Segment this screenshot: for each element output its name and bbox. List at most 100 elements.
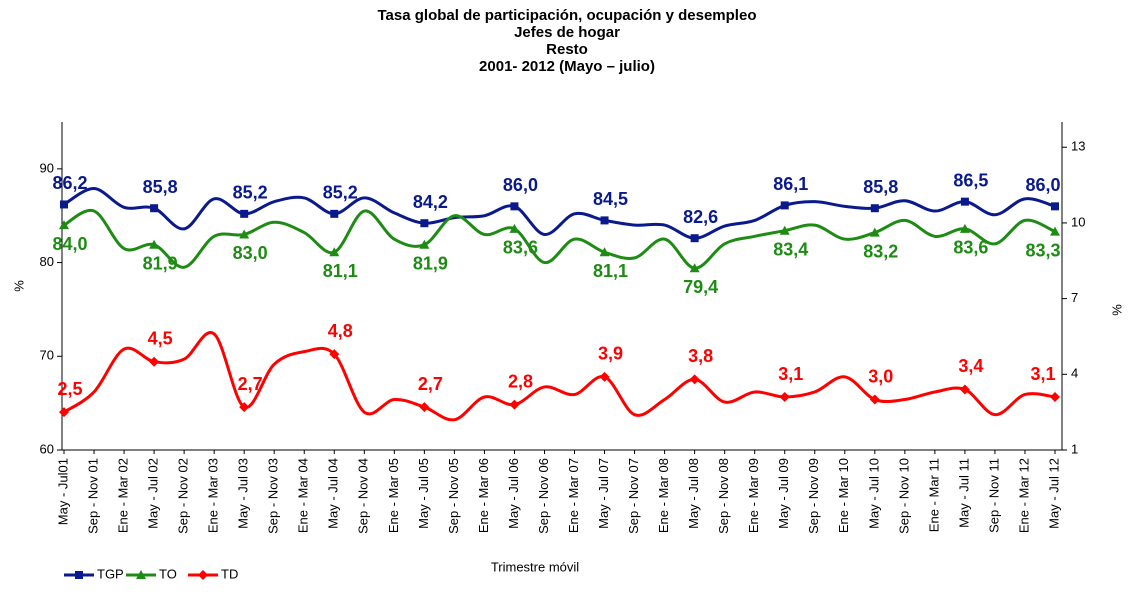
legend-label: TO	[159, 566, 177, 581]
marker	[600, 216, 609, 225]
chart-title: Tasa global de participación, ocupación …	[378, 7, 757, 75]
x-axis-label: Trimestre móvil	[491, 559, 579, 574]
x-tick-label: May - Jul 02	[146, 458, 161, 529]
value-label: 83,2	[863, 241, 898, 261]
marker	[960, 197, 969, 206]
y2-tick-label: 4	[1071, 366, 1078, 381]
marker	[1050, 226, 1060, 236]
y2-tick-label: 10	[1071, 214, 1085, 229]
x-tick-label: Ene - Mar 07	[566, 458, 581, 533]
value-label: 85,2	[233, 183, 268, 203]
x-tick-label: Ene - Mar 05	[386, 458, 401, 533]
marker	[59, 407, 69, 418]
y2-tick-label: 7	[1071, 290, 1078, 305]
series-line	[63, 331, 1056, 422]
value-label: 84,5	[593, 189, 628, 209]
marker	[330, 209, 339, 218]
marker	[779, 225, 790, 235]
x-tick-label: Sep - Nov 02	[176, 458, 191, 534]
title-line: 2001- 2012 (Mayo – julio)	[479, 58, 655, 75]
marker	[779, 392, 790, 403]
x-tick-label: Sep - Nov 11	[986, 458, 1001, 533]
x-tick-label: May - Jul01	[55, 458, 70, 525]
x-tick-label: May - Jul 08	[686, 458, 701, 529]
value-label: 86,0	[503, 175, 538, 195]
value-label: 83,4	[773, 239, 808, 259]
value-label: 85,8	[863, 177, 898, 197]
marker	[136, 570, 146, 579]
x-tick-label: Sep - Nov 01	[85, 458, 100, 534]
x-tick-label: Ene - Mar 03	[206, 458, 221, 533]
y-tick-label: 60	[40, 441, 54, 456]
x-tick-label: May - Jul 06	[506, 458, 521, 529]
x-tick-label: Sep - Nov 09	[806, 458, 821, 534]
value-label: 86,1	[773, 174, 808, 194]
value-label: 2,8	[508, 371, 533, 391]
x-tick-label: May - Jul 12	[1046, 458, 1061, 529]
marker	[870, 204, 879, 213]
marker	[420, 219, 429, 228]
x-tick-label: Ene - Mar 08	[656, 458, 671, 533]
legend-label: TGP	[97, 566, 124, 581]
marker	[690, 234, 699, 243]
marker	[329, 349, 340, 360]
value-label: 86,2	[52, 173, 87, 193]
value-label: 85,2	[323, 183, 358, 203]
title-line: Jefes de hogar	[514, 24, 620, 41]
value-label: 4,5	[148, 328, 173, 348]
marker	[689, 263, 700, 273]
marker	[959, 223, 970, 233]
marker	[149, 239, 160, 249]
value-label: 3,1	[1030, 364, 1055, 384]
x-tick-label: Ene - Mar 09	[746, 458, 761, 533]
value-label: 2,7	[418, 374, 443, 394]
marker	[959, 384, 970, 395]
y-tick-label: 70	[40, 348, 54, 363]
marker	[599, 371, 610, 382]
y2-axis-label: %	[1109, 304, 1124, 316]
y2-tick-label: 1	[1071, 441, 1078, 456]
marker	[419, 239, 430, 249]
value-label: 79,4	[683, 277, 718, 297]
x-tick-label: Ene - Mar 12	[1016, 458, 1031, 533]
marker	[75, 571, 83, 579]
y-axis-label: %	[11, 280, 26, 292]
series-line	[63, 208, 1056, 270]
marker	[329, 247, 340, 257]
marker	[59, 220, 69, 230]
marker	[239, 229, 250, 239]
x-tick-label: May - Jul 11	[956, 458, 971, 528]
marker	[150, 204, 159, 213]
value-label: 83,3	[1025, 240, 1060, 260]
value-label: 81,9	[143, 254, 178, 274]
marker	[869, 394, 880, 405]
x-tick-label: May - Jul 05	[416, 458, 431, 529]
legend-label: TD	[221, 566, 238, 581]
title-line: Resto	[546, 41, 588, 58]
value-label: 84,0	[52, 234, 87, 254]
y-tick-label: 90	[40, 160, 54, 175]
marker	[60, 200, 68, 209]
x-tick-label: May - Jul 03	[236, 458, 251, 529]
value-label: 3,9	[598, 344, 623, 364]
marker	[149, 356, 160, 367]
value-label: 2,7	[238, 374, 263, 394]
value-label: 81,1	[323, 261, 358, 281]
value-label: 3,1	[778, 364, 803, 384]
value-label: 81,9	[413, 254, 448, 274]
value-label: 83,6	[503, 238, 538, 258]
x-tick-label: Sep - Nov 03	[266, 458, 281, 534]
x-tick-label: Ene - Mar 10	[836, 458, 851, 533]
marker	[780, 201, 789, 210]
marker	[509, 399, 520, 410]
marker	[419, 402, 430, 413]
marker	[510, 202, 519, 211]
marker	[198, 570, 208, 580]
x-tick-label: May - Jul 10	[866, 458, 881, 529]
x-tick-label: Sep - Nov 05	[446, 458, 461, 534]
value-label: 86,5	[953, 170, 988, 190]
value-label: 81,1	[593, 261, 628, 281]
value-label: 82,6	[683, 207, 718, 227]
marker	[240, 209, 249, 218]
